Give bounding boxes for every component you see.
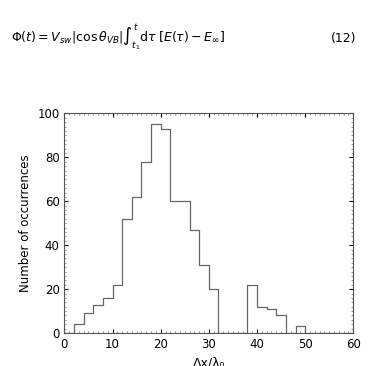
Text: $\Phi(t) = V_{sw}|\cos\theta_{VB}|\int_{t_1}^{t} \mathrm{d}\tau\;[E(\tau) - E_\i: $\Phi(t) = V_{sw}|\cos\theta_{VB}|\int_{… [11,23,225,53]
Text: (12): (12) [331,31,357,45]
Y-axis label: Number of occurrences: Number of occurrences [19,154,32,292]
X-axis label: Δx/λ₀: Δx/λ₀ [193,356,225,366]
